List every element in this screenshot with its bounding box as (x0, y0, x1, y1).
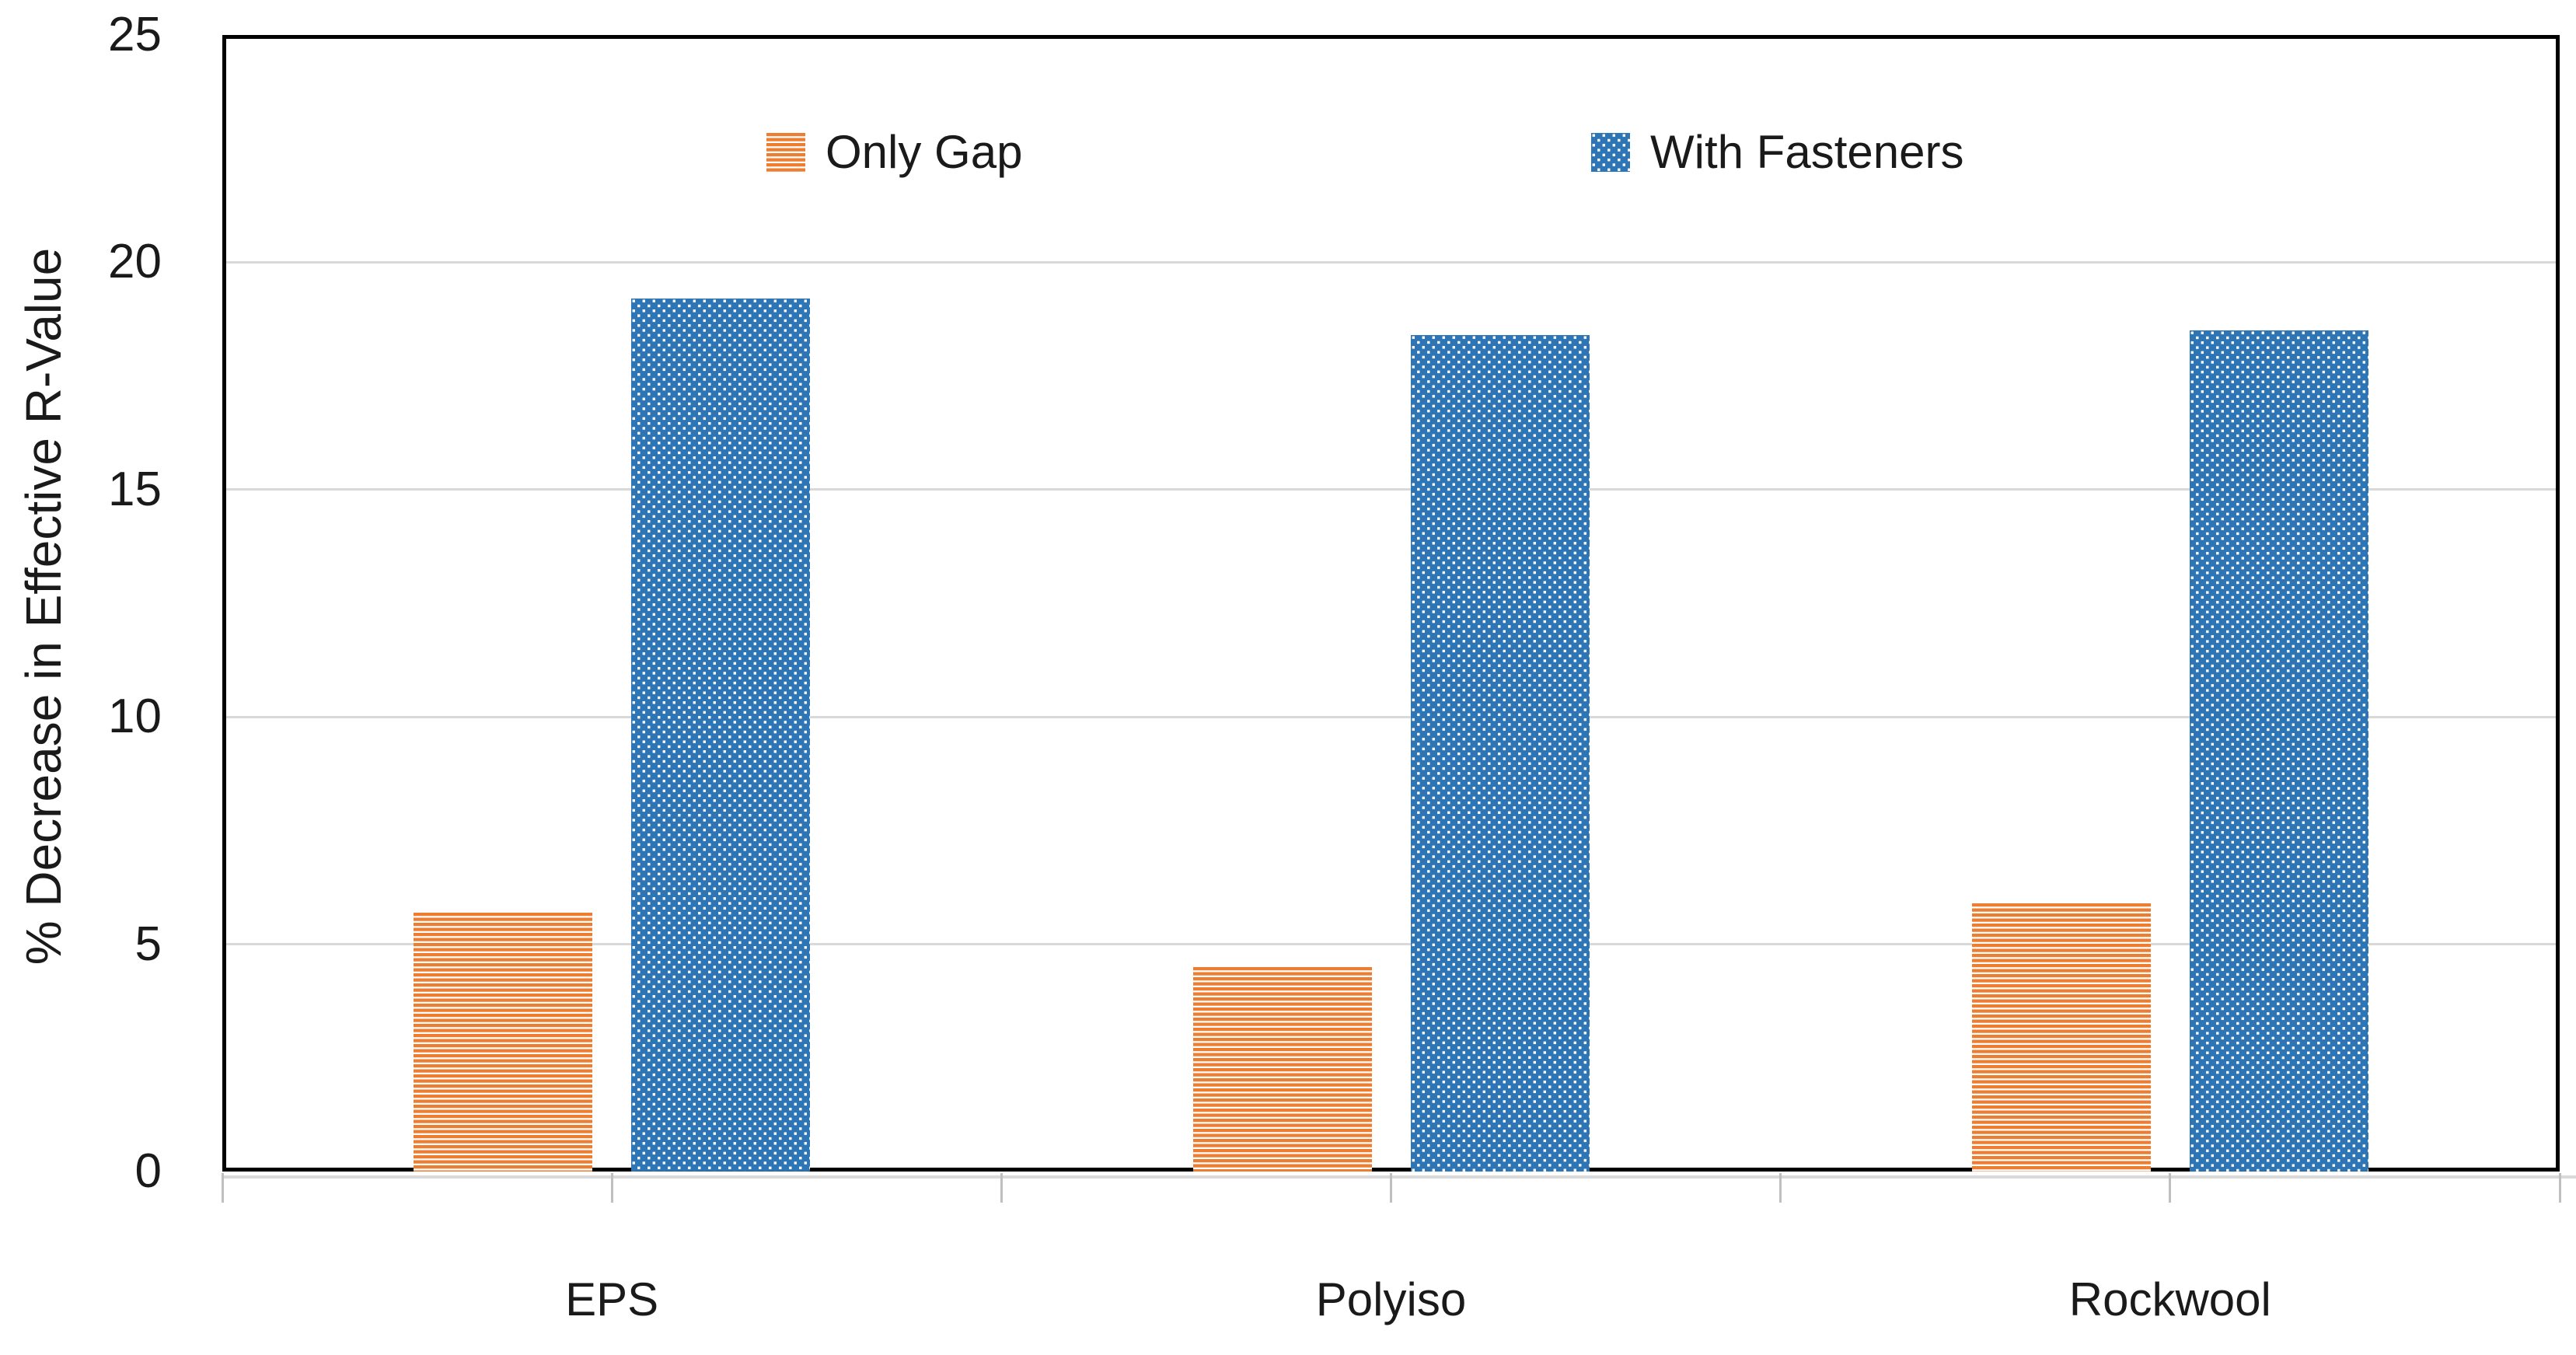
bar-only-gap-eps (414, 912, 593, 1172)
legend-label-with-fasteners: With Fasteners (1650, 126, 1964, 178)
y-tick-label-25: 25 (108, 8, 162, 61)
x-axis-tick-mark (1779, 1173, 1782, 1203)
y-axis-title: % Decrease in Effective R-Value (16, 247, 72, 966)
legend-label-only-gap: Only Gap (826, 126, 1023, 178)
x-axis-tick-mark (221, 1173, 224, 1203)
gridline-y-10 (222, 715, 2560, 718)
y-tick-label-0: 0 (134, 1144, 162, 1198)
x-category-label-eps: EPS (565, 1273, 659, 1325)
x-axis-tick-mark (1000, 1173, 1003, 1203)
gridline-y-20 (222, 260, 2560, 264)
x-axis-tick-mark (1390, 1173, 1392, 1203)
x-axis-tick-mark (610, 1173, 613, 1203)
bar-only-gap-rockwool (1971, 903, 2151, 1172)
only-gap-stripes-swatch-icon (766, 133, 805, 172)
x-category-label-polyiso: Polyiso (1315, 1273, 1467, 1325)
y-tick-label-20: 20 (108, 235, 162, 289)
y-tick-label-5: 5 (134, 917, 162, 971)
legend-item-only-gap: Only Gap (766, 129, 1022, 176)
x-axis-shadow-line (222, 1175, 2576, 1179)
with-fasteners-dots-swatch-icon (1591, 133, 1630, 172)
gridline-y-5 (222, 943, 2560, 946)
x-axis-tick-mark (2169, 1173, 2172, 1203)
legend-item-with-fasteners: With Fasteners (1591, 129, 1963, 176)
x-category-label-rockwool: Rockwool (2068, 1273, 2271, 1325)
y-tick-label-15: 15 (108, 462, 162, 516)
bar-with-fasteners-rockwool (2189, 330, 2368, 1172)
y-tick-label-10: 10 (108, 690, 162, 744)
bar-only-gap-polyiso (1192, 966, 1372, 1172)
gridline-y-15 (222, 488, 2560, 491)
x-axis-tick-mark (2558, 1173, 2561, 1203)
bar-with-fasteners-eps (631, 299, 811, 1172)
bar-with-fasteners-polyiso (1410, 334, 1590, 1172)
